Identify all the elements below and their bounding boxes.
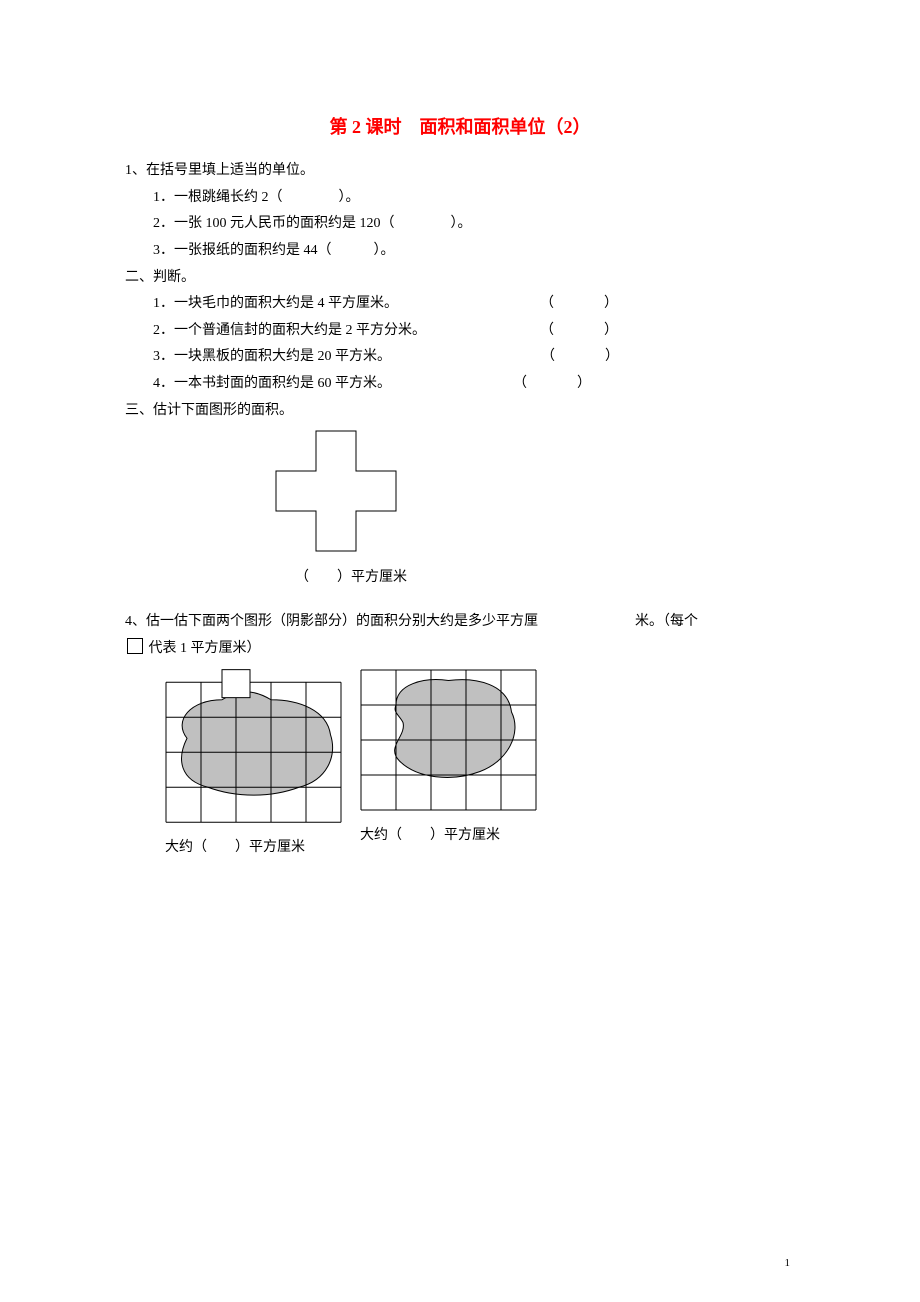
q2-item-4: 4．一本书封面的面积约是 60 平方米。 （ ） — [125, 371, 795, 398]
q4-caption-2: 大约（ ）平方厘米 — [360, 823, 537, 850]
q2-item-1: 1．一块毛巾的面积大约是 4 平方厘米。 （ ） — [125, 291, 795, 318]
q2-stem: 二、判断。 — [125, 265, 795, 292]
q4-figure-1: 大约（ ）平方厘米 — [165, 669, 342, 862]
page-title: 第 2 课时 面积和面积单位（2） — [125, 110, 795, 144]
q2-item-3-paren: （ ） — [541, 344, 621, 371]
q4-stem-a: 4、估一估下面两个图形（阴影部分）的面积分别大约是多少平方厘 — [125, 614, 538, 629]
q1-item-3: 3．一张报纸的面积约是 44（ ）。 — [125, 238, 795, 265]
q2-item-4-paren: （ ） — [513, 371, 593, 398]
square-icon — [127, 638, 143, 654]
q4-figure-2: 大约（ ）平方厘米 — [360, 669, 537, 862]
q4-stem-b: 米。（每个 — [635, 614, 698, 629]
q2-item-3-text: 3．一块黑板的面积大约是 20 平方米。 — [153, 344, 391, 371]
q2-item-1-text: 1．一块毛巾的面积大约是 4 平方厘米。 — [153, 291, 398, 318]
grid-blob-2-icon — [360, 669, 537, 811]
q2-item-2-text: 2．一个普通信封的面积大约是 2 平方分米。 — [153, 318, 426, 345]
q3-figure — [275, 430, 795, 563]
q2-item-2-paren: （ ） — [540, 318, 620, 345]
grid-blob-1-icon — [165, 669, 342, 823]
q1-stem: 1、在括号里填上适当的单位。 — [125, 158, 795, 185]
q4-caption-1: 大约（ ）平方厘米 — [165, 835, 342, 862]
q3-stem: 三、估计下面图形的面积。 — [125, 398, 795, 425]
q4-stem-line2: 代表 1 平方厘米） — [125, 636, 795, 663]
cross-shape-icon — [275, 430, 397, 552]
q2-item-4-text: 4．一本书封面的面积约是 60 平方米。 — [153, 371, 391, 398]
q2-item-3: 3．一块黑板的面积大约是 20 平方米。 （ ） — [125, 344, 795, 371]
page-number: 1 — [785, 1253, 791, 1274]
q2-item-1-paren: （ ） — [540, 291, 620, 318]
q1-item-2: 2．一张 100 元人民币的面积约是 120（ ）。 — [125, 211, 795, 238]
q4-stem: 4、估一估下面两个图形（阴影部分）的面积分别大约是多少平方厘 米。（每个 — [125, 609, 795, 636]
q2-item-2: 2．一个普通信封的面积大约是 2 平方分米。 （ ） — [125, 318, 795, 345]
q1-item-1: 1．一根跳绳长约 2（ ）。 — [125, 185, 795, 212]
q4-stem-c: 代表 1 平方厘米） — [149, 641, 261, 656]
q3-caption: （ ）平方厘米 — [295, 565, 795, 592]
